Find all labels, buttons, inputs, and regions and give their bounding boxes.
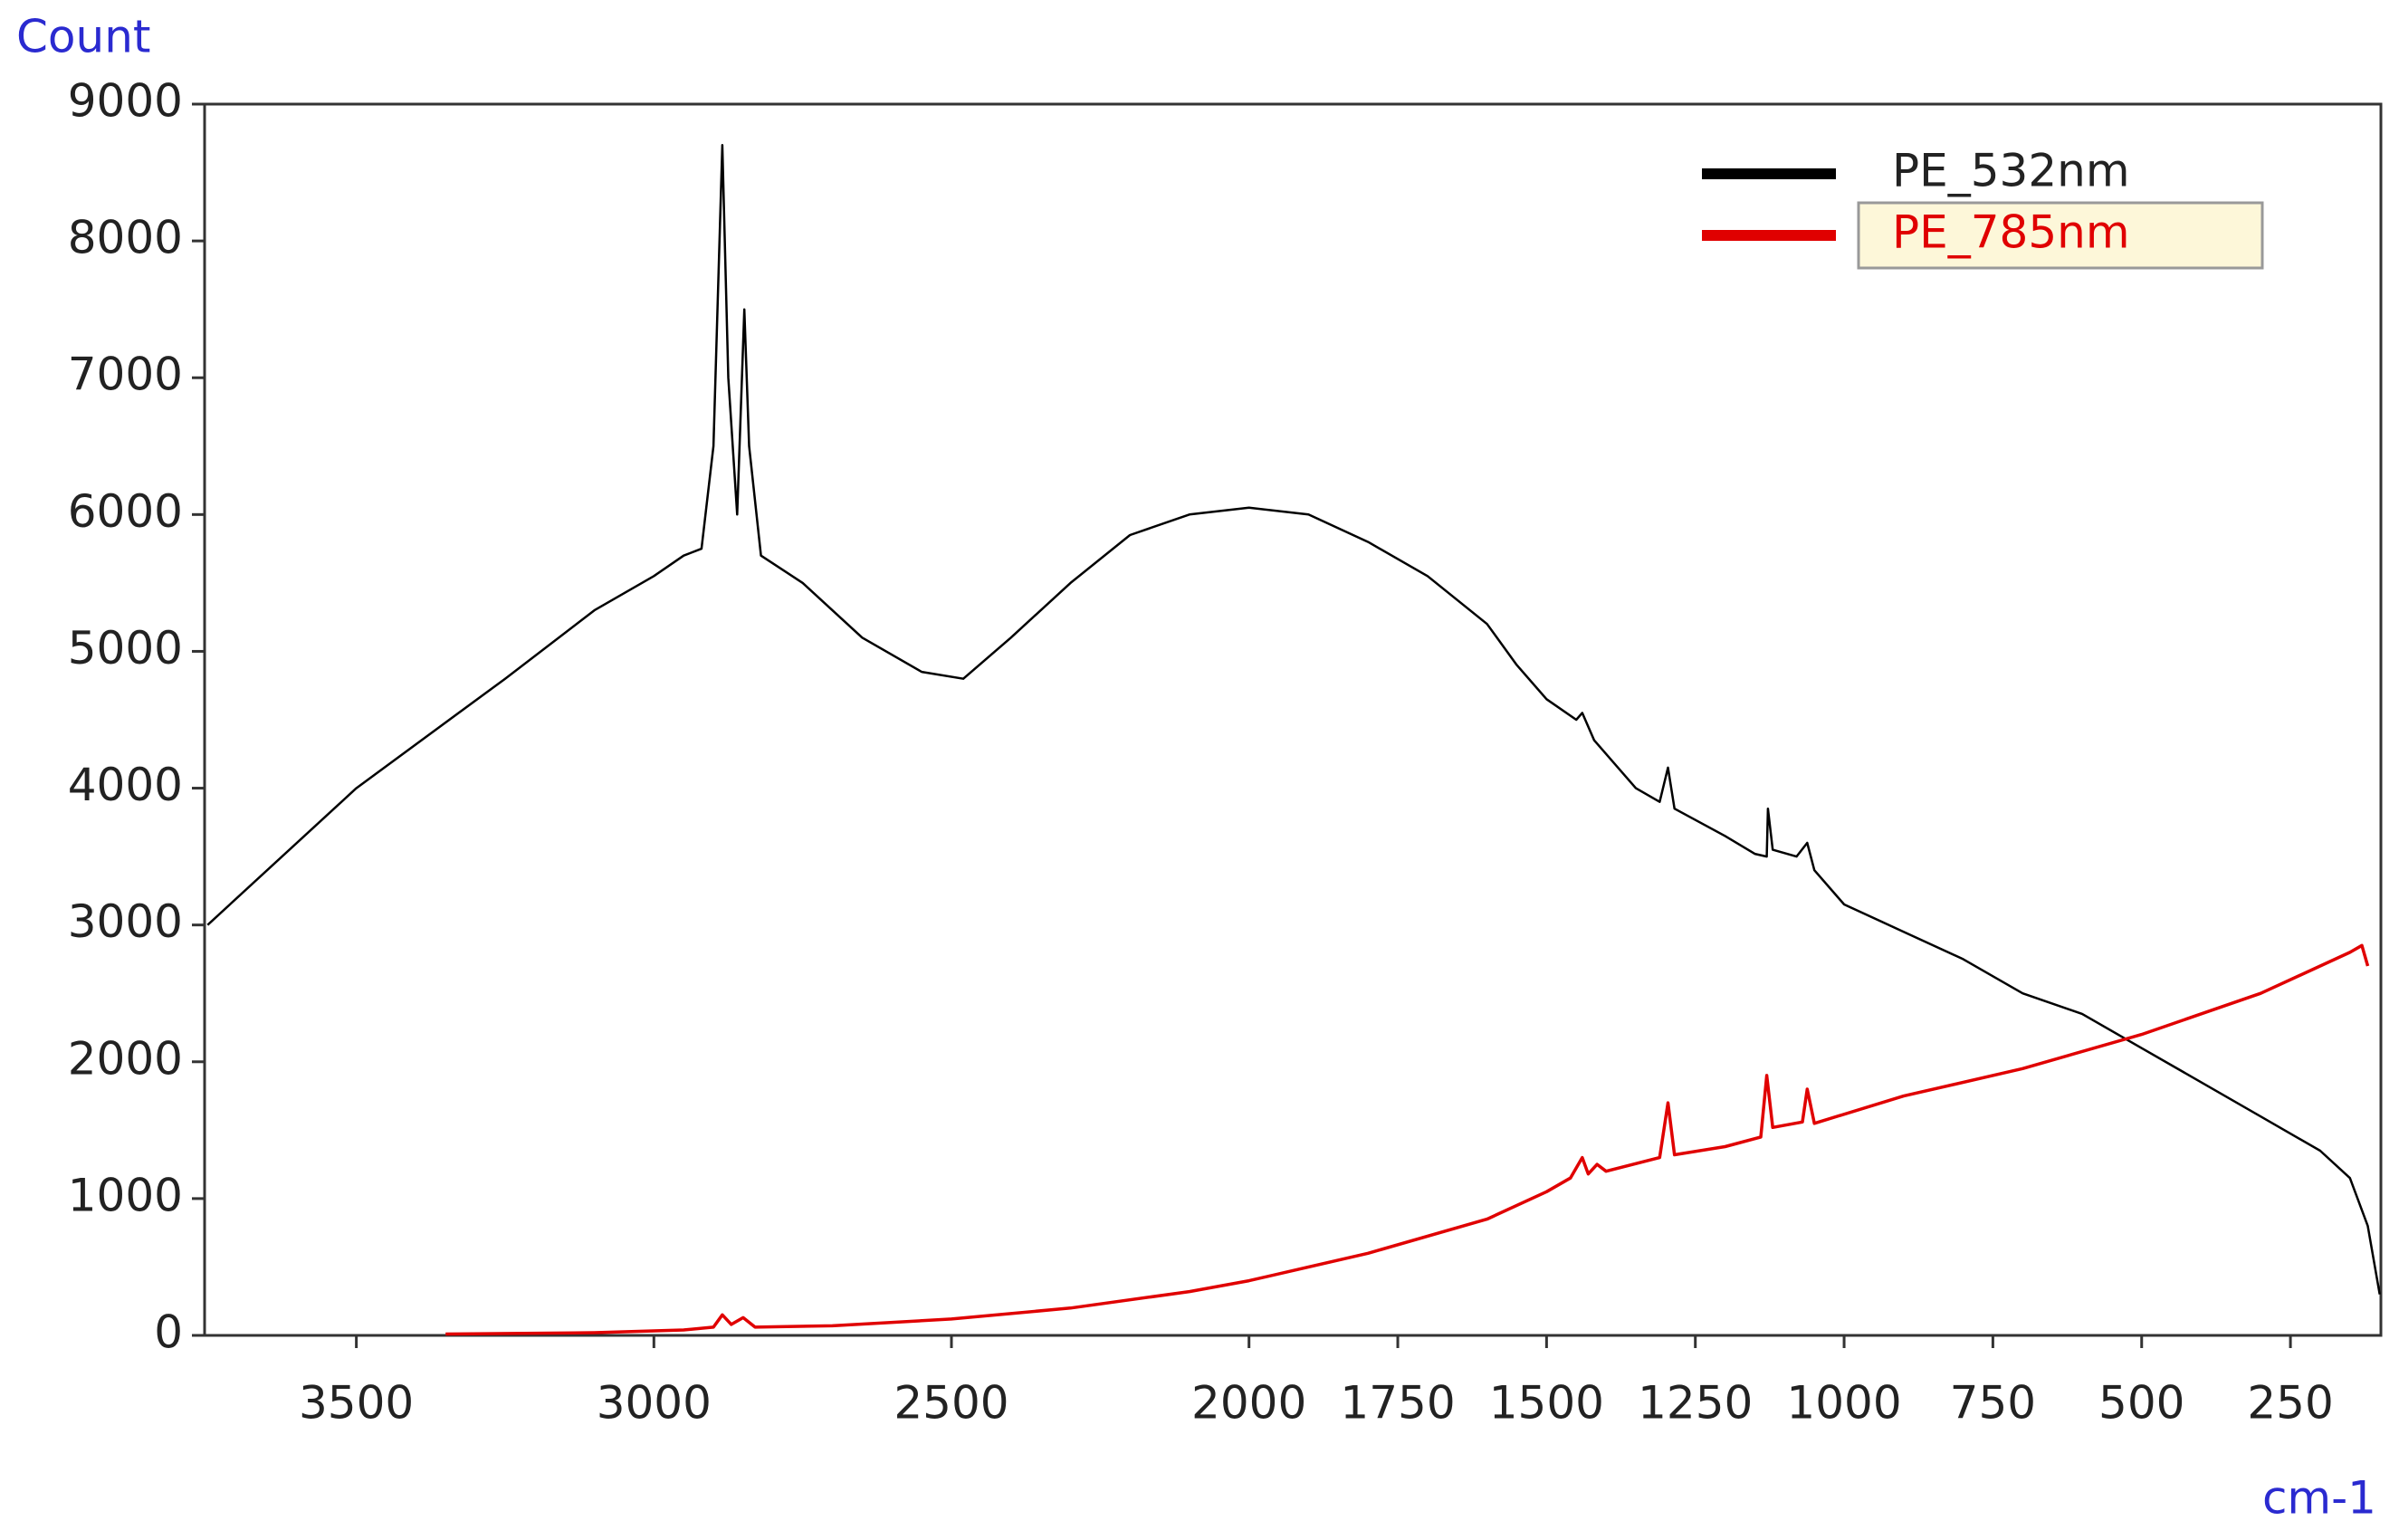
x-tick-label: 3000 xyxy=(597,1377,712,1430)
x-tick-label: 3500 xyxy=(299,1377,414,1430)
legend-label: PE_785nm xyxy=(1892,206,2130,259)
x-tick-label: 2500 xyxy=(894,1377,1008,1430)
y-tick-label: 4000 xyxy=(68,759,183,811)
y-tick-label: 8000 xyxy=(68,212,183,264)
x-tick-label: 1750 xyxy=(1340,1377,1455,1430)
x-tick-label: 1000 xyxy=(1786,1377,1901,1430)
series-line xyxy=(206,144,2381,1295)
y-tick-label: 3000 xyxy=(68,895,183,948)
y-tick-label: 2000 xyxy=(68,1032,183,1085)
y-tick-label: 5000 xyxy=(68,622,183,674)
y-tick-label: 1000 xyxy=(68,1169,183,1221)
x-tick-label: 2000 xyxy=(1191,1377,1306,1430)
series-line xyxy=(445,943,2370,1336)
x-tick-label: 750 xyxy=(1950,1377,2036,1430)
x-tick-label: 1250 xyxy=(1638,1377,1753,1430)
legend-label: PE_532nm xyxy=(1892,145,2130,197)
x-axis-label: cm-1 xyxy=(2262,1472,2376,1525)
x-tick-label: 1500 xyxy=(1489,1377,1604,1430)
y-axis-label: Count xyxy=(16,11,151,63)
plot-frame xyxy=(203,102,2383,1337)
y-tick-label: 7000 xyxy=(68,349,183,401)
y-tick-label: 0 xyxy=(154,1306,183,1359)
legend-highlight xyxy=(1857,201,2264,270)
x-tick-label: 500 xyxy=(2098,1377,2184,1430)
y-tick-label: 9000 xyxy=(68,75,183,128)
x-tick-label: 250 xyxy=(2247,1377,2333,1430)
y-tick-label: 6000 xyxy=(68,485,183,538)
